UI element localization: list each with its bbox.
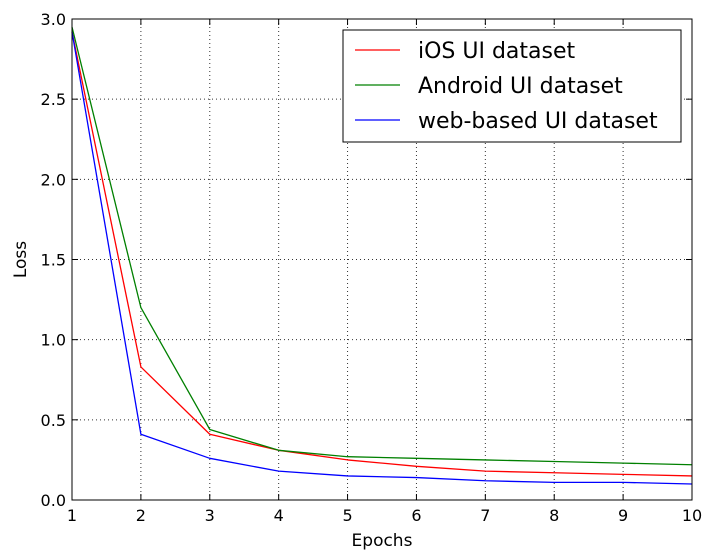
x-tick-label: 7 (480, 506, 490, 525)
y-tick-label: 1.0 (41, 331, 66, 350)
x-tick-label: 4 (274, 506, 284, 525)
axis-ticks (71, 18, 693, 501)
legend-entry: iOS UI dataset (418, 39, 576, 64)
legend-entry: web-based UI dataset (418, 109, 658, 134)
x-tick-label: 2 (136, 506, 146, 525)
series-line-2 (71, 26, 693, 466)
y-tick-label: 3.0 (41, 10, 66, 29)
y-axis-label: Loss (11, 241, 31, 278)
series-line-1 (71, 31, 693, 477)
x-tick-label: 8 (549, 506, 559, 525)
x-tick-labels: 1 2 3 4 5 6 7 8 9 10 (67, 506, 702, 525)
y-tick-label: 0.0 (41, 491, 66, 510)
y-tick-label: 1.5 (41, 251, 66, 270)
y-tick-label: 0.5 (41, 411, 66, 430)
x-tick-label: 3 (205, 506, 215, 525)
series-line-3 (71, 31, 693, 485)
legend-box (342, 29, 682, 143)
legend-entry: Android UI dataset (418, 74, 623, 99)
y-tick-label: 2.5 (41, 90, 66, 109)
y-tick-label: 2.0 (41, 170, 66, 189)
x-tick-label: 9 (618, 506, 628, 525)
y-tick-labels: 0.0 0.5 1.0 1.5 2.0 2.5 3.0 (41, 10, 66, 510)
legend: iOS UI dataset Android UI dataset web-base… (342, 29, 682, 143)
x-tick-label: 6 (411, 506, 421, 525)
series-group (71, 26, 693, 485)
x-tick-label: 1 (67, 506, 77, 525)
x-axis-label: Epochs (352, 531, 413, 551)
x-tick-label: 10 (682, 506, 702, 525)
x-tick-label: 5 (342, 506, 352, 525)
